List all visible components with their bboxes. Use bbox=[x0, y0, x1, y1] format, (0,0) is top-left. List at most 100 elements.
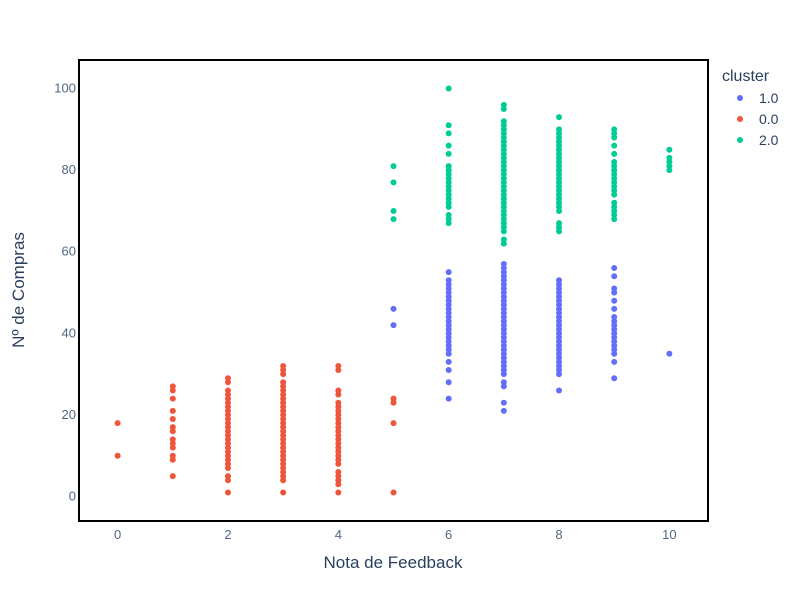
data-point bbox=[390, 216, 397, 223]
data-point bbox=[114, 452, 121, 459]
legend-label: 1.0 bbox=[759, 90, 779, 106]
data-point bbox=[445, 395, 452, 402]
legend-marker bbox=[737, 95, 743, 101]
x-tick-label: 8 bbox=[555, 527, 562, 542]
x-tick-label: 0 bbox=[114, 527, 121, 542]
data-point bbox=[169, 424, 176, 431]
y-tick-label: 20 bbox=[62, 407, 76, 422]
data-point bbox=[611, 142, 618, 149]
legend-label: 0.0 bbox=[759, 111, 779, 127]
data-point bbox=[611, 273, 618, 280]
y-tick-label: 60 bbox=[62, 244, 76, 259]
y-axis-ticks: 0 20 40 60 80 100 bbox=[54, 81, 76, 504]
data-point bbox=[445, 122, 452, 129]
data-point bbox=[390, 420, 397, 427]
data-point bbox=[335, 387, 342, 394]
y-tick-label: 100 bbox=[54, 81, 76, 96]
data-point bbox=[611, 199, 618, 206]
data-point bbox=[500, 236, 507, 243]
data-points bbox=[114, 85, 673, 496]
data-point bbox=[445, 358, 452, 365]
data-point bbox=[445, 130, 452, 137]
data-point bbox=[390, 163, 397, 170]
data-point bbox=[390, 207, 397, 214]
data-point bbox=[169, 395, 176, 402]
y-tick-label: 0 bbox=[69, 489, 76, 504]
x-axis-title: Nota de Feedback bbox=[324, 553, 463, 572]
data-point bbox=[611, 150, 618, 157]
data-point bbox=[169, 436, 176, 443]
data-point bbox=[445, 85, 452, 92]
data-point bbox=[445, 212, 452, 219]
data-point bbox=[445, 379, 452, 386]
data-point bbox=[335, 362, 342, 369]
data-point bbox=[169, 416, 176, 423]
data-point bbox=[390, 179, 397, 186]
data-point bbox=[556, 220, 563, 227]
legend: cluster 1.0 0.0 2.0 bbox=[722, 68, 779, 148]
data-point bbox=[224, 375, 231, 382]
data-point bbox=[280, 489, 287, 496]
data-point bbox=[666, 146, 673, 153]
data-point bbox=[280, 362, 287, 369]
data-point bbox=[611, 265, 618, 272]
data-point bbox=[611, 126, 618, 133]
x-tick-label: 2 bbox=[224, 527, 231, 542]
data-point bbox=[335, 469, 342, 476]
data-point bbox=[556, 114, 563, 121]
data-point bbox=[500, 118, 507, 125]
data-point bbox=[611, 158, 618, 165]
data-point bbox=[611, 314, 618, 321]
data-point bbox=[556, 387, 563, 394]
data-point bbox=[666, 154, 673, 161]
plot-background bbox=[79, 60, 708, 521]
x-axis-ticks: 0 2 4 6 8 10 bbox=[114, 527, 677, 542]
data-point bbox=[500, 399, 507, 406]
legend-marker bbox=[737, 116, 743, 122]
data-point bbox=[390, 395, 397, 402]
series-0.0 bbox=[114, 362, 397, 496]
data-point bbox=[666, 350, 673, 357]
data-point bbox=[390, 489, 397, 496]
data-point bbox=[556, 277, 563, 284]
data-point bbox=[114, 420, 121, 427]
data-point bbox=[611, 297, 618, 304]
legend-title: cluster bbox=[722, 68, 770, 85]
legend-item[interactable]: 1.0 bbox=[737, 90, 779, 106]
data-point bbox=[280, 379, 287, 386]
data-point bbox=[169, 452, 176, 459]
series-2.0 bbox=[390, 85, 673, 247]
data-point bbox=[224, 473, 231, 480]
data-point bbox=[390, 305, 397, 312]
data-point bbox=[169, 407, 176, 414]
y-tick-label: 40 bbox=[62, 325, 76, 340]
data-point bbox=[611, 305, 618, 312]
y-tick-label: 80 bbox=[62, 162, 76, 177]
data-point bbox=[611, 358, 618, 365]
data-point bbox=[445, 277, 452, 284]
data-point bbox=[445, 269, 452, 276]
data-point bbox=[224, 489, 231, 496]
x-tick-label: 6 bbox=[445, 527, 452, 542]
legend-marker bbox=[737, 137, 743, 143]
legend-item[interactable]: 0.0 bbox=[737, 111, 779, 127]
data-point bbox=[500, 379, 507, 386]
data-point bbox=[445, 163, 452, 170]
data-point bbox=[445, 367, 452, 374]
data-point bbox=[169, 473, 176, 480]
data-point bbox=[169, 383, 176, 390]
data-point bbox=[611, 285, 618, 292]
data-point bbox=[500, 407, 507, 414]
data-point bbox=[445, 142, 452, 149]
data-point bbox=[611, 375, 618, 382]
x-tick-label: 4 bbox=[335, 527, 342, 542]
series-1.0 bbox=[390, 260, 673, 414]
legend-label: 2.0 bbox=[759, 132, 779, 148]
data-point bbox=[445, 150, 452, 157]
legend-item[interactable]: 2.0 bbox=[737, 132, 779, 148]
data-point bbox=[335, 489, 342, 496]
data-point bbox=[335, 399, 342, 406]
data-point bbox=[500, 260, 507, 267]
x-tick-label: 10 bbox=[662, 527, 676, 542]
